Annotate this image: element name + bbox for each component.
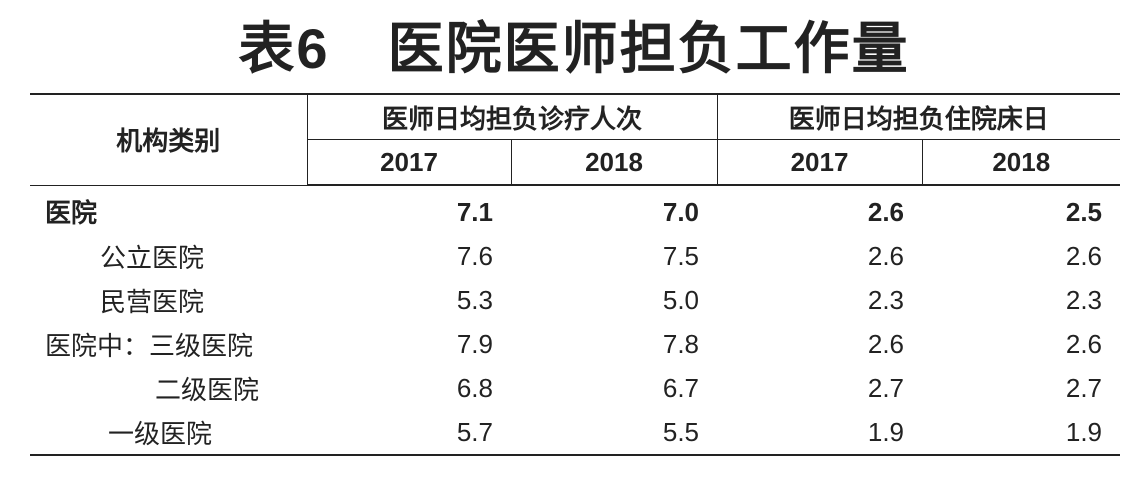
row-label: 一级医院 xyxy=(30,410,307,456)
cell: 2.7 xyxy=(1065,372,1103,403)
title: 表6 医院医师担负工作量 xyxy=(238,17,910,80)
cell: 7.8 xyxy=(662,328,700,359)
cell: 7.6 xyxy=(456,240,493,271)
row-label: 民营医院 xyxy=(100,286,205,317)
header-cell: 机构类别 xyxy=(30,93,308,186)
cell: 6.7 xyxy=(662,372,700,403)
cell: 7.1 xyxy=(456,196,493,227)
table-row: 二级医院 6.8 6.7 2.7 2.7 xyxy=(30,366,1120,410)
header-cell: 2017 xyxy=(307,139,512,186)
row-label: 医院中：三级医院 xyxy=(45,330,254,361)
table-row: 一级医院 5.7 5.5 1.9 1.9 xyxy=(30,410,1121,456)
cell: 1.9 xyxy=(922,410,1121,456)
cell: 1.9 xyxy=(717,410,923,456)
table-row: 民营医院 5.3 5.0 2.3 2.3 xyxy=(30,278,1120,322)
cell: 2.6 xyxy=(1065,240,1103,271)
cell: 7.9 xyxy=(456,328,493,359)
row-label: 公立医院 xyxy=(100,242,205,273)
cell: 2.5 xyxy=(1065,196,1103,227)
cell: 2.6 xyxy=(867,240,905,271)
header-cell: 医师日均担负住院床日 xyxy=(716,93,1121,140)
table-row: 公立医院 7.6 7.5 2.6 2.6 xyxy=(30,234,1120,278)
cell: 7.0 xyxy=(662,196,700,227)
table: 机构类别 医师日均担负诊疗人次 医师日均担负住院床日 2017 2018 201… xyxy=(30,93,1121,456)
cell: 2.3 xyxy=(1065,284,1103,315)
header-cell: 医师日均担负诊疗人次 xyxy=(306,93,718,140)
header-cell: 2018 xyxy=(921,139,1121,186)
cell: 2.3 xyxy=(867,284,905,315)
cell: 2.6 xyxy=(867,328,905,359)
cell: 2.6 xyxy=(1065,328,1103,359)
cell: 5.7 xyxy=(307,410,511,456)
cell: 5.3 xyxy=(456,284,493,315)
header-cell: 2017 xyxy=(716,139,923,186)
table-row: 医院 7.1 7.0 2.6 2.5 xyxy=(30,185,1120,234)
row-label: 医院 xyxy=(45,198,98,229)
cell: 2.6 xyxy=(867,196,905,227)
cell: 5.0 xyxy=(662,284,700,315)
cell: 7.5 xyxy=(662,240,700,271)
cell: 2.7 xyxy=(867,372,905,403)
row-label: 二级医院 xyxy=(155,374,260,405)
cell: 5.5 xyxy=(511,410,718,456)
table-row: 医院中：三级医院 7.9 7.8 2.6 2.6 xyxy=(30,322,1120,366)
header-cell: 2018 xyxy=(510,139,718,186)
cell: 6.8 xyxy=(456,372,493,403)
